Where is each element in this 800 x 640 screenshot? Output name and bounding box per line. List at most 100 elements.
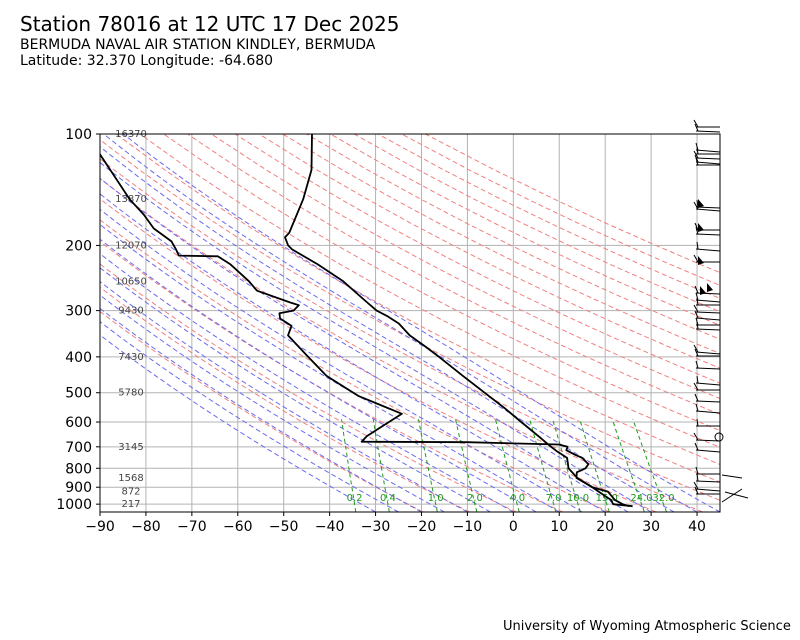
moist-adiabat	[100, 267, 491, 512]
moist-adiabat	[103, 134, 698, 512]
x-tick-label: 20	[596, 519, 614, 535]
wind-barb	[695, 248, 721, 252]
wind-barb	[695, 157, 721, 160]
wind-barb	[695, 328, 721, 331]
wind-barb	[695, 149, 721, 153]
height-label: 3145	[118, 442, 143, 453]
wind-barb-feather	[696, 199, 699, 208]
wind-barb-feather	[693, 481, 699, 490]
wind-barb	[695, 449, 721, 453]
chart-title: Station 78016 at 12 UTC 17 Dec 2025	[20, 12, 400, 36]
mixing-ratio-label: 0.2	[347, 493, 363, 504]
x-tick-label: 30	[642, 519, 660, 535]
moist-adiabat	[100, 253, 514, 512]
wind-barb-feather	[696, 375, 699, 384]
wind-barb	[695, 488, 721, 492]
wind-pennant	[698, 199, 704, 208]
wind-barb-feather	[695, 403, 699, 412]
mixing-ratio-label: 7.0	[546, 493, 562, 504]
y-tick-label: 700	[65, 440, 92, 456]
dry-adiabat	[211, 134, 720, 400]
dry-adiabat	[100, 177, 703, 512]
height-label: 12070	[115, 240, 147, 251]
height-label: 5780	[118, 388, 143, 399]
wind-barb-feather	[694, 123, 699, 132]
credit-text: University of Wyoming Atmospheric Scienc…	[503, 619, 791, 634]
wind-barb	[695, 161, 721, 165]
dry-adiabat	[100, 286, 470, 512]
wind-barb	[695, 208, 721, 212]
wind-barb-feather	[695, 466, 699, 475]
wind-barb-feather	[695, 292, 699, 301]
dry-adiabat	[377, 134, 720, 299]
wind-barb-feather	[694, 285, 699, 294]
x-tick-label: −50	[269, 519, 299, 535]
height-label: 872	[121, 487, 140, 498]
x-tick-label: −60	[223, 519, 253, 535]
wind-barb	[695, 480, 721, 483]
wind-barb	[695, 299, 721, 303]
mixing-ratio-label: 2.0	[467, 493, 483, 504]
x-tick-label: −40	[315, 519, 345, 535]
mixing-ratio-label: 10.0	[567, 493, 589, 504]
wind-barb	[695, 130, 721, 133]
wind-barb	[695, 439, 721, 442]
moist-adiabat	[100, 307, 422, 512]
mixing-ratio-label: 0.4	[380, 493, 396, 504]
dry-adiabat	[330, 134, 720, 326]
axes: −90 −80 −70 −60 −50 −40 −30 −20 −10 0 10 20 30 40 100 2…	[56, 127, 706, 535]
x-tick-label: 40	[688, 519, 706, 535]
wind-barbs	[693, 119, 749, 503]
wind-barb	[695, 367, 721, 370]
wind-barb-feather	[695, 226, 699, 235]
x-tick-label: −10	[453, 519, 483, 535]
moist-adiabat	[100, 161, 652, 512]
wind-barb-feather	[693, 344, 699, 353]
wind-barb	[695, 410, 721, 414]
wind-barb	[721, 474, 743, 479]
mixing-ratio-line	[341, 419, 357, 512]
wind-barb-feather	[694, 442, 699, 451]
wind-barb-feather	[693, 119, 699, 128]
mixing-ratio-label: 24.0	[630, 493, 652, 504]
wind-barb-feather	[696, 146, 699, 155]
wind-barb-feather	[693, 150, 699, 159]
reference-lines	[100, 134, 720, 512]
y-tick-label: 300	[65, 304, 92, 320]
x-tick-label: −20	[407, 519, 437, 535]
wind-barb	[695, 311, 721, 314]
dry-adiabat	[100, 240, 564, 512]
y-tick-label: 500	[65, 386, 92, 402]
mixing-ratio-label: 15.0	[596, 493, 618, 504]
wind-barb-feather	[695, 157, 699, 166]
wind-pennant	[707, 283, 713, 292]
x-tick-label: −30	[361, 519, 391, 535]
wind-barb-feather	[694, 486, 699, 495]
wind-barb-feather	[694, 348, 699, 357]
dry-adiabat	[100, 263, 517, 512]
wind-barb-feather	[693, 254, 699, 263]
temperature-trace	[284, 134, 630, 508]
x-tick-label: 10	[550, 519, 568, 535]
wind-barb-feather	[696, 321, 699, 330]
moist-adiabat	[100, 223, 560, 512]
calm-wind-circle	[714, 432, 724, 442]
height-label: 10650	[115, 276, 147, 287]
y-tick-label: 900	[65, 480, 92, 496]
dry-adiabat	[100, 310, 424, 512]
dry-adiabat	[187, 134, 720, 415]
wind-pennant	[698, 256, 704, 265]
wind-barb-feather	[696, 473, 699, 482]
moist-adiabat	[100, 193, 606, 512]
wind-barb	[695, 382, 721, 386]
dry-adiabat	[100, 219, 610, 512]
station-location: Latitude: 32.370 Longitude: -64.680	[20, 53, 274, 69]
moist-adiabat	[100, 294, 445, 512]
y-tick-label: 200	[65, 238, 92, 254]
dry-adiabat	[100, 158, 720, 501]
dewpoint-trace	[100, 152, 633, 508]
wind-barb-feather	[696, 418, 699, 427]
y-tick-label: 100	[65, 127, 92, 143]
wind-barb	[695, 400, 721, 403]
height-label: 9430	[118, 306, 143, 317]
